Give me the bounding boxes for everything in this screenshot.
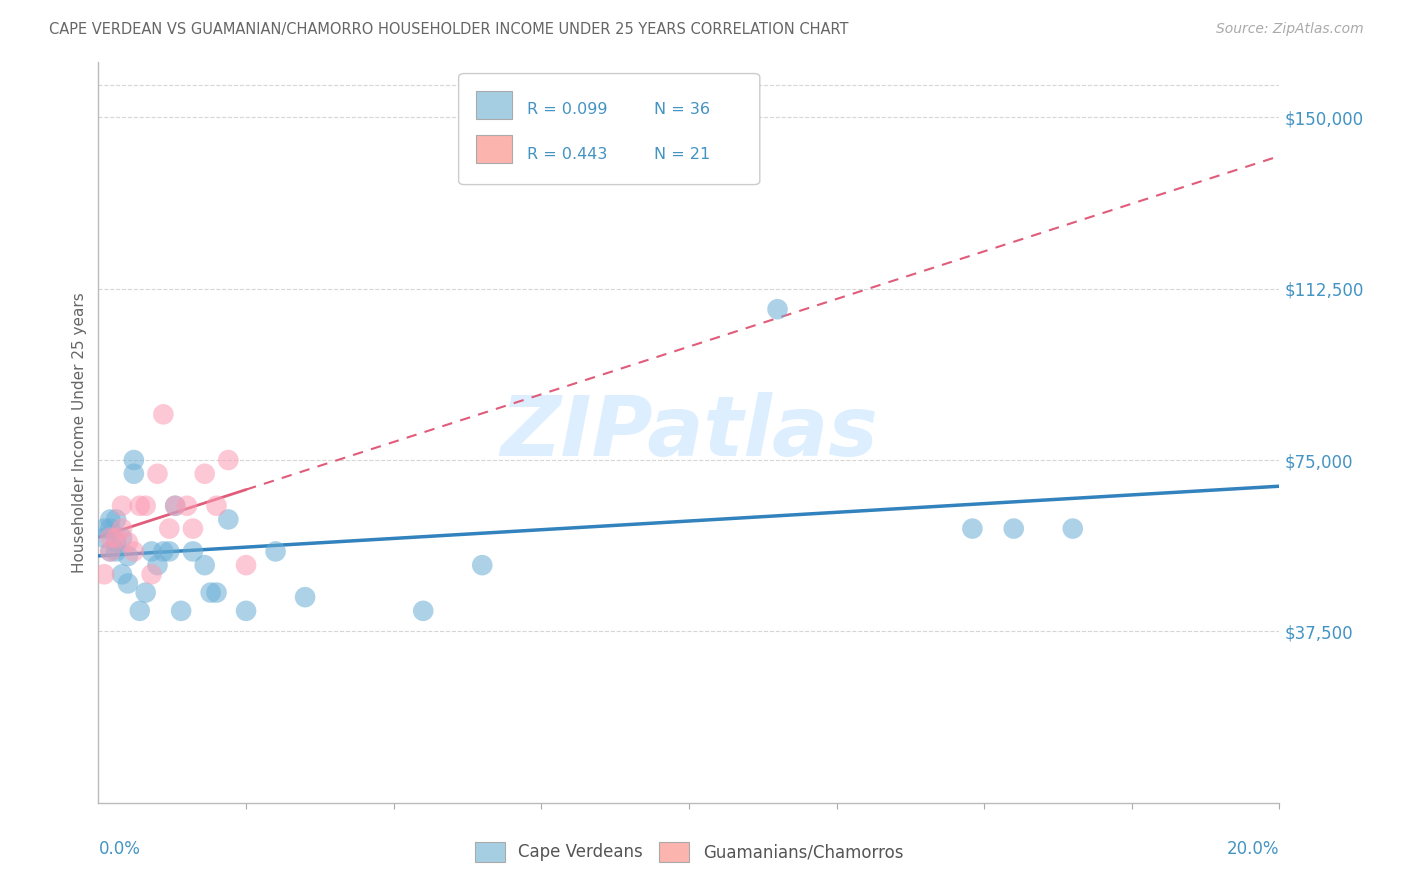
Text: N = 21: N = 21 [654,147,710,161]
Y-axis label: Householder Income Under 25 years: Householder Income Under 25 years [72,293,87,573]
Point [111,499,134,513]
Text: Source: ZipAtlas.com: Source: ZipAtlas.com [1216,22,1364,37]
Point [128,604,150,618]
Point [111,567,134,582]
Point [205,499,228,513]
Point [766,302,789,317]
Text: R = 0.099: R = 0.099 [527,103,607,118]
Point [128,499,150,513]
Point [93,567,115,582]
Point [146,467,169,481]
Point [152,544,174,558]
Point [235,604,257,618]
Point [98,544,121,558]
Point [135,499,157,513]
Point [152,408,174,422]
Point [1002,522,1025,536]
Point [111,522,134,536]
Point [122,544,145,558]
FancyBboxPatch shape [458,73,759,185]
Point [105,544,128,558]
Point [181,522,204,536]
Point [412,604,434,618]
Point [98,531,121,545]
Point [217,512,239,526]
Text: 20.0%: 20.0% [1227,840,1279,858]
Point [471,558,494,573]
Point [105,512,128,526]
Point [135,585,157,599]
Point [146,558,169,573]
Point [98,544,121,558]
Text: N = 36: N = 36 [654,103,710,118]
Point [98,512,121,526]
Point [122,467,145,481]
Point [117,549,139,563]
Point [217,453,239,467]
Point [181,544,204,558]
Point [1062,522,1084,536]
Point [141,544,163,558]
FancyBboxPatch shape [477,91,512,119]
Point [165,499,187,513]
Point [165,499,187,513]
Point [294,590,316,604]
Point [117,576,139,591]
Text: 0.0%: 0.0% [98,840,141,858]
Point [157,522,180,536]
Point [117,535,139,549]
Legend: Cape Verdeans, Guamanians/Chamorros: Cape Verdeans, Guamanians/Chamorros [468,835,910,869]
Point [93,522,115,536]
Point [170,604,193,618]
Point [93,531,115,545]
Point [194,467,217,481]
Text: ZIPatlas: ZIPatlas [501,392,877,473]
Point [111,531,134,545]
Point [176,499,198,513]
Point [141,567,163,582]
Point [105,531,128,545]
Point [157,544,180,558]
Point [98,522,121,536]
Point [264,544,287,558]
Point [105,535,128,549]
Point [194,558,217,573]
Text: CAPE VERDEAN VS GUAMANIAN/CHAMORRO HOUSEHOLDER INCOME UNDER 25 YEARS CORRELATION: CAPE VERDEAN VS GUAMANIAN/CHAMORRO HOUSE… [49,22,849,37]
Point [962,522,984,536]
Point [122,453,145,467]
FancyBboxPatch shape [477,135,512,163]
Point [200,585,222,599]
Text: R = 0.443: R = 0.443 [527,147,607,161]
Point [235,558,257,573]
Point [205,585,228,599]
